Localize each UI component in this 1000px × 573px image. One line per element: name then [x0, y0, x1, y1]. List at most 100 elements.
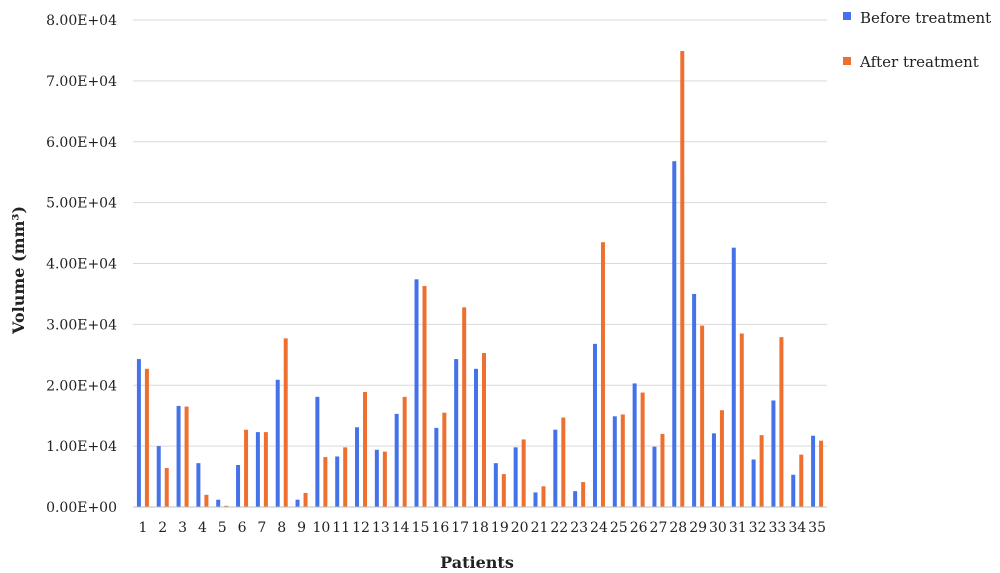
bar-after-32 [759, 435, 764, 507]
bar-after-8 [283, 338, 288, 507]
bar-before-11 [335, 456, 340, 507]
bar-after-35 [819, 440, 824, 507]
bar-after-4 [204, 494, 209, 507]
bar-after-14 [402, 396, 407, 507]
x-tick-label: 34 [788, 520, 806, 536]
bar-before-32 [751, 459, 756, 507]
y-tick-label: 7.00E+04 [46, 74, 117, 90]
bar-after-6 [244, 429, 249, 507]
bar-before-15 [414, 279, 419, 507]
bar-before-20 [513, 447, 518, 507]
bar-before-4 [196, 463, 201, 507]
bar-after-26 [640, 392, 645, 507]
bar-after-31 [739, 333, 744, 507]
bar-before-33 [771, 400, 776, 507]
bar-before-19 [493, 463, 498, 507]
x-tick-label: 18 [471, 520, 489, 536]
x-tick-label: 12 [352, 520, 370, 536]
bar-after-9 [303, 492, 308, 507]
bar-before-26 [632, 383, 637, 507]
y-axis: 0.00E+00 1.00E+04 2.00E+04 3.00E+04 4.00E+04… [46, 13, 117, 516]
bar-before-29 [692, 293, 697, 507]
x-tick-label: 13 [372, 520, 390, 536]
gridlines [133, 19, 827, 447]
bars [136, 51, 824, 508]
bar-after-15 [422, 286, 427, 507]
bar-before-30 [711, 433, 716, 507]
bar-before-2 [156, 446, 161, 507]
bar-before-35 [811, 435, 816, 507]
x-tick-label: 32 [749, 520, 767, 536]
bar-before-5 [216, 499, 221, 507]
x-tick-label: 6 [238, 520, 247, 536]
bar-after-13 [382, 451, 387, 507]
bar-after-30 [719, 410, 724, 507]
y-tick-label: 3.00E+04 [46, 317, 117, 333]
x-tick-label: 28 [669, 520, 687, 536]
bar-after-18 [482, 352, 486, 507]
bar-before-21 [533, 492, 538, 507]
bar-after-7 [263, 432, 268, 507]
bar-before-6 [236, 464, 241, 507]
bar-after-34 [799, 454, 804, 507]
x-tick-label: 2 [158, 520, 167, 536]
x-tick-label: 14 [392, 520, 410, 536]
bar-before-17 [454, 359, 459, 507]
bar-after-2 [164, 468, 169, 507]
y-tick-label: 0.00E+00 [46, 500, 117, 516]
bar-after-11 [343, 447, 348, 507]
bar-before-10 [315, 396, 320, 507]
legend: Before treatment After treatment [843, 9, 991, 71]
x-tick-label: 27 [650, 520, 668, 536]
x-tick-label: 25 [610, 520, 628, 536]
x-tick-label: 7 [257, 520, 266, 536]
legend-label-after: After treatment [859, 53, 979, 71]
y-tick-label: 4.00E+04 [46, 257, 117, 273]
x-tick-label: 17 [451, 520, 469, 536]
x-tick-label: 24 [590, 520, 608, 536]
legend-swatch-before [843, 12, 851, 20]
bar-after-27 [660, 433, 665, 507]
x-tick-label: 23 [570, 520, 588, 536]
x-tick-label: 15 [412, 520, 430, 536]
bar-after-3 [184, 406, 189, 507]
bar-before-22 [553, 429, 558, 507]
x-tick-label: 31 [729, 520, 747, 536]
bar-before-7 [255, 432, 260, 507]
x-tick-label: 4 [198, 520, 207, 536]
bar-before-31 [731, 247, 736, 508]
x-tick-label: 30 [709, 520, 727, 536]
legend-label-before: Before treatment [860, 9, 991, 27]
bar-before-1 [136, 359, 141, 507]
x-tick-label: 21 [531, 520, 549, 536]
x-tick-label: 35 [808, 520, 826, 536]
bar-before-27 [652, 446, 657, 507]
x-tick-label: 20 [511, 520, 529, 536]
y-tick-label: 1.00E+04 [46, 439, 117, 455]
bar-before-34 [791, 474, 796, 507]
bar-before-24 [592, 343, 597, 507]
x-tick-label: 5 [218, 520, 227, 536]
x-tick-label: 8 [277, 520, 286, 536]
x-tick-label: 3 [178, 520, 187, 536]
bar-after-29 [700, 325, 705, 507]
bar-before-9 [295, 499, 300, 507]
bar-after-25 [620, 414, 625, 507]
y-axis-title: Volume (mm³) [9, 206, 28, 335]
x-tick-label: 1 [138, 520, 147, 536]
x-tick-label: 19 [491, 520, 509, 536]
x-tick-label: 10 [312, 520, 330, 536]
x-tick-label: 11 [332, 520, 350, 536]
y-tick-label: 5.00E+04 [46, 196, 117, 212]
bar-after-1 [144, 368, 149, 507]
bar-after-23 [581, 482, 586, 507]
x-tick-label: 9 [297, 520, 306, 536]
bar-after-19 [501, 474, 506, 507]
bar-after-17 [462, 307, 467, 507]
x-axis-title: Patients [440, 553, 514, 572]
bar-before-28 [672, 161, 677, 508]
x-tick-label: 33 [769, 520, 787, 536]
bar-after-10 [323, 457, 328, 507]
bar-before-13 [374, 449, 379, 507]
